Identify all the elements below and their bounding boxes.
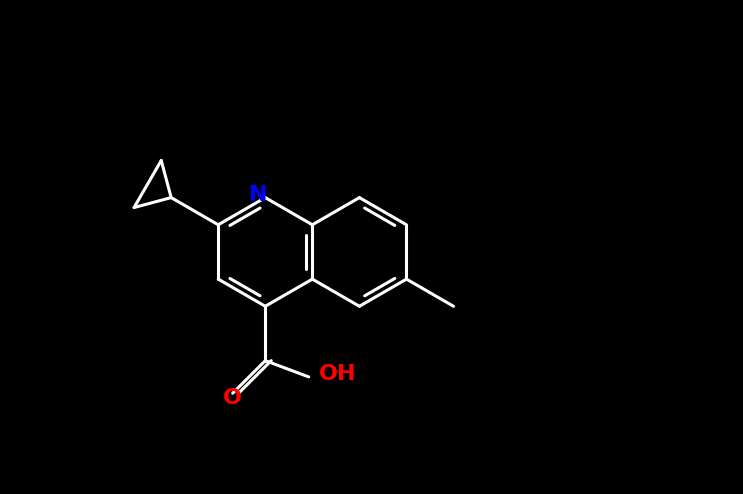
Text: O: O <box>223 388 242 408</box>
Text: OH: OH <box>319 365 356 384</box>
Text: N: N <box>249 185 267 205</box>
